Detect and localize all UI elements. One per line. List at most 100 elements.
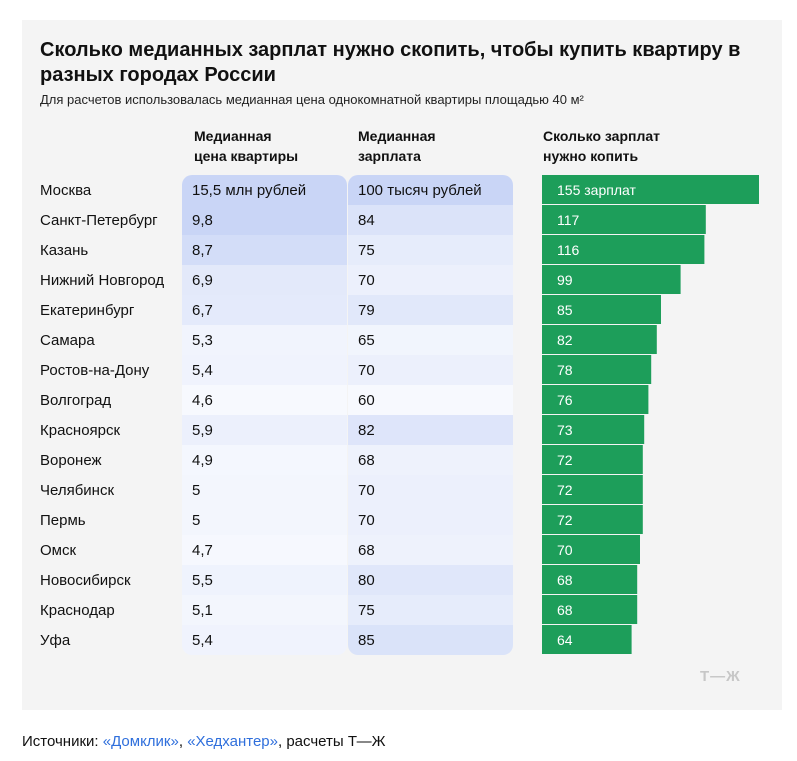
bar-value-label: 72 <box>557 512 573 528</box>
chart-subtitle: Для расчетов использовалась медианная це… <box>40 92 584 107</box>
salary-panel: 100 тысяч рублей 84 75 70 79 65 70 60 82 68 70 70 68… <box>348 175 513 655</box>
price-column-header: Медианная цена квартиры <box>194 126 298 166</box>
table-cell: 68 <box>348 445 513 475</box>
city-label: Новосибирск <box>40 571 131 589</box>
price-header-line-2: цена квартиры <box>194 148 299 164</box>
table-cell: 4,9 <box>182 445 347 475</box>
table-cell: 82 <box>348 415 513 445</box>
chart-card: Сколько медианных зарплат нужно скопить,… <box>22 20 782 710</box>
salary-count-bar <box>542 235 705 264</box>
city-label: Красноярск <box>40 421 121 439</box>
bar-value-label: 116 <box>557 242 580 258</box>
count-column-header: Сколько зарплат нужно копить <box>543 126 660 166</box>
city-label: Самара <box>40 331 95 349</box>
table-cell: 85 <box>348 625 513 655</box>
salary-count-bar <box>542 295 661 324</box>
table-cell: 9,8 <box>182 205 347 235</box>
city-label: Воронеж <box>40 451 102 469</box>
tzh-logo: Т—Ж <box>700 668 741 685</box>
city-label: Волгоград <box>40 391 112 409</box>
bar-value-label: 70 <box>557 542 573 558</box>
bar-value-label: 85 <box>557 302 573 318</box>
city-label: Пермь <box>40 511 86 529</box>
salary-count-bar <box>542 535 640 564</box>
table-cell: 5 <box>182 505 347 535</box>
salary-header-line-2: зарплата <box>358 148 421 164</box>
bar-value-label: 68 <box>557 602 573 618</box>
table-cell: 65 <box>348 325 513 355</box>
table-cell: 70 <box>348 265 513 295</box>
domclick-link[interactable]: «Домклик» <box>102 733 179 750</box>
bar-value-label: 68 <box>557 572 573 588</box>
price-panel: 15,5 млн рублей 9,8 8,7 6,9 6,7 5,3 5,4 4,6 5,9 4… <box>182 175 347 655</box>
table-cell: 5,4 <box>182 625 347 655</box>
table-cell: 80 <box>348 565 513 595</box>
salary-count-bar <box>542 385 649 414</box>
bar-value-label: 73 <box>557 422 573 438</box>
bar-value-label: 117 <box>557 212 580 228</box>
city-label: Нижний Новгород <box>40 271 165 289</box>
salary-count-bar <box>542 625 632 654</box>
salary-count-bar <box>542 445 643 474</box>
bar-value-label: 76 <box>557 392 573 408</box>
table-cell: 70 <box>348 505 513 535</box>
salary-count-bar <box>542 415 645 444</box>
city-label: Челябинск <box>40 481 115 499</box>
sources-separator: , <box>178 733 188 750</box>
table-cell: 68 <box>348 535 513 565</box>
table-cell: 4,6 <box>182 385 347 415</box>
table-cell: 75 <box>348 595 513 625</box>
sources-line: Источники: «Домклик», «Хедхантер», расче… <box>22 733 386 750</box>
bar-value-label: 78 <box>557 362 573 378</box>
city-label: Екатеринбург <box>40 301 135 319</box>
bar-value-label: 64 <box>557 632 573 648</box>
salary-count-bar <box>542 475 643 504</box>
salary-count-bar <box>542 505 643 534</box>
table-cell: 4,7 <box>182 535 347 565</box>
table-cell: 70 <box>348 475 513 505</box>
salary-count-bar <box>542 355 652 384</box>
table-cell: 70 <box>348 355 513 385</box>
salary-count-bar <box>542 565 638 594</box>
city-label: Краснодар <box>40 601 115 619</box>
table-cell: 100 тысяч рублей <box>348 175 513 205</box>
chart-title: Сколько медианных зарплат нужно скопить,… <box>40 39 741 86</box>
bar-value-label: 82 <box>557 332 573 348</box>
city-label: Казань <box>40 241 89 259</box>
sources-suffix: , расчеты Т—Ж <box>278 733 386 750</box>
table-cell: 8,7 <box>182 235 347 265</box>
salary-count-bar <box>542 205 706 234</box>
table-cell: 5,9 <box>182 415 347 445</box>
table-cell: 5,1 <box>182 595 347 625</box>
city-label: Санкт-Петербург <box>40 211 158 229</box>
city-label: Москва <box>40 181 92 199</box>
table-cell: 6,9 <box>182 265 347 295</box>
table-cell: 60 <box>348 385 513 415</box>
bar-value-label: 155 зарплат <box>557 182 636 198</box>
bar-value-label: 99 <box>557 272 573 288</box>
sources-prefix: Источники: <box>22 733 103 750</box>
price-header-line-1: Медианная <box>194 128 272 144</box>
table-cell: 5,5 <box>182 565 347 595</box>
count-header-line-1: Сколько зарплат <box>543 128 661 144</box>
bar-value-label: 72 <box>557 482 573 498</box>
table-cell: 15,5 млн рублей <box>182 175 347 205</box>
salary-count-bars: 155 зарплат 117 116 99 85 82 78 76 73 72 72 72 70 68 6… <box>542 175 759 654</box>
salary-count-bar <box>542 265 681 294</box>
table-cell: 5 <box>182 475 347 505</box>
salary-count-bar <box>542 175 759 204</box>
salary-count-bar <box>542 595 638 624</box>
table-cell: 5,4 <box>182 355 347 385</box>
table-cell: 5,3 <box>182 325 347 355</box>
city-label: Омск <box>40 541 77 559</box>
salary-count-bar <box>542 325 657 354</box>
bar-value-label: 72 <box>557 452 573 468</box>
headhunter-link[interactable]: «Хедхантер» <box>187 733 278 750</box>
table-cell: 84 <box>348 205 513 235</box>
salary-header-line-1: Медианная <box>358 128 436 144</box>
city-label: Ростов-на-Дону <box>40 361 150 379</box>
table-cell: 75 <box>348 235 513 265</box>
count-header-line-2: нужно копить <box>543 148 639 164</box>
salary-column-header: Медианная зарплата <box>358 126 436 166</box>
table-cell: 79 <box>348 295 513 325</box>
